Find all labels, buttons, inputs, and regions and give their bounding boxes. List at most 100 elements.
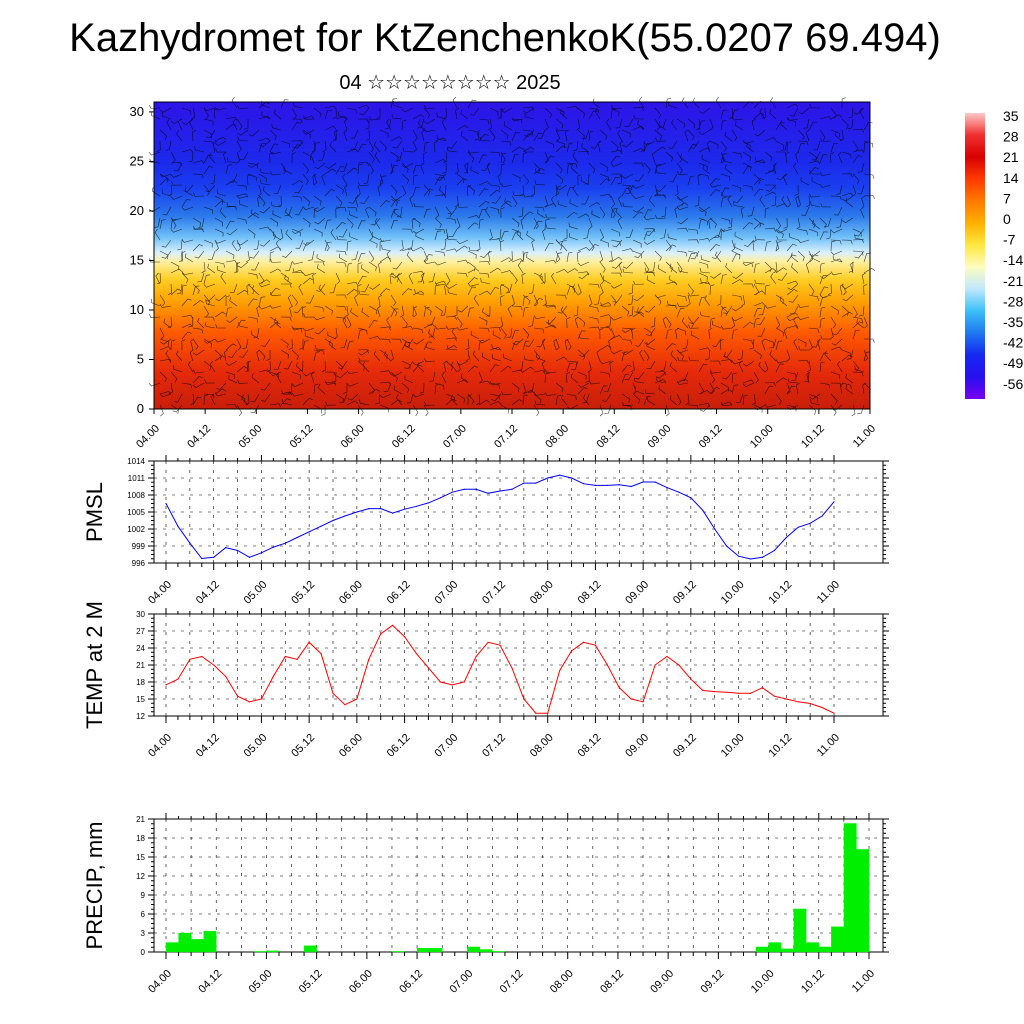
wind-barb [472,350,480,362]
temp-point [654,664,656,666]
wind-barb [181,199,191,208]
wind-barb [625,184,634,194]
wind-barb [635,386,645,395]
wind-barb [518,206,524,218]
wind-barb [633,294,645,302]
pmsl-point [320,525,322,527]
wind-barb [742,151,751,161]
wind-barb [599,206,606,218]
wind-barb [207,250,216,260]
wind-barb [371,231,381,241]
pmsl-point [463,488,465,490]
wind-barb [189,118,194,131]
wind-barb [237,136,249,142]
wind-barb [210,393,216,406]
wind-barb [379,240,384,252]
wind-barb [236,195,249,199]
wind-barb [573,305,579,317]
wind-barb [668,140,678,149]
wind-barb [234,261,239,274]
wind-barb [402,147,414,153]
wind-barb [338,111,348,120]
wind-barb [245,393,250,406]
wind-barb [698,296,706,307]
wind-barb [533,206,545,212]
wind-barb [412,165,420,175]
wind-barb [159,371,167,383]
wind-barb [473,295,480,307]
wind-barb [390,294,397,306]
wind-barb [841,305,849,316]
wind-barb [564,129,569,142]
colorbar-label: -28 [1003,293,1023,309]
wind-barb [522,152,528,164]
wind-barb [425,343,436,351]
wind-barb [489,381,502,386]
pmsl-point [606,484,608,486]
wind-barb [770,97,777,109]
wind-barb [775,377,787,384]
wind-barb [324,105,337,110]
wind-barb [412,217,421,228]
wind-barb [374,152,381,164]
wind-barb [189,349,194,362]
wind-barb [555,173,564,184]
wind-barb [485,305,491,317]
wind-barb [851,404,856,417]
wind-barb [716,294,722,306]
wind-barb [288,338,293,350]
wind-barb [478,371,483,384]
wind-barb [281,283,292,288]
wind-barb [528,316,535,327]
wind-barb [687,283,694,295]
wind-barb [563,228,568,240]
wind-barb [155,272,161,285]
wind-barb [709,284,715,296]
wind-barb [284,274,293,285]
wind-barb [742,379,755,384]
wind-barb [646,396,656,406]
precip-bar [467,946,480,953]
wind-barb [523,148,534,153]
heatmap-x-tick-label: 05.12 [288,423,316,451]
wind-barb [633,114,645,120]
pmsl-point [654,481,656,483]
wind-barb [808,193,821,198]
wind-barb [842,283,854,290]
wind-barb [681,97,689,109]
wind-barb [830,152,835,164]
wind-barb [676,380,689,385]
precip-y-tick-label: 3 [141,929,146,938]
temp-point [380,633,382,635]
wind-barb [698,217,708,226]
wind-barb [795,195,800,208]
precip-x-tick-label: 11.00 [850,968,877,995]
precip-y-tick-label: 21 [136,815,145,824]
wind-barb [845,373,854,384]
temp-point [785,698,787,700]
wind-barb [423,254,433,263]
wind-barb [731,360,744,365]
temp-x-tick-label: 06.00 [337,732,365,760]
wind-barb [665,281,678,286]
wind-barb [379,349,388,360]
wind-barb [482,308,491,318]
wind-barb [443,360,448,373]
wind-barb [511,217,520,228]
wind-barb [192,376,204,384]
wind-barb [660,360,667,372]
pmsl-point [427,502,430,504]
pmsl-ylabel: PMSL [82,482,107,542]
wind-barb [236,239,241,252]
wind-barb [768,162,777,172]
wind-barb [237,261,249,269]
wind-barb [261,338,271,347]
wind-barb [618,261,623,274]
wind-barb [287,382,293,394]
wind-barb [492,330,502,340]
wind-barb [181,314,194,319]
colorbar-label: -35 [1003,314,1023,330]
wind-barb [415,232,425,241]
wind-barb [741,294,746,307]
wind-barb [346,240,352,252]
